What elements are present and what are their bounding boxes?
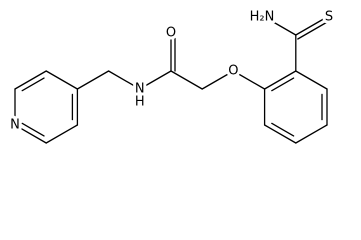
bond [21,122,45,137]
bond [14,124,47,144]
bond [295,70,328,90]
bond [263,124,297,144]
bond [232,70,266,90]
bond [107,70,141,90]
bond [271,77,295,92]
bond [76,70,110,90]
bond [295,124,328,144]
bond [139,70,172,90]
atom-label: S [325,10,333,25]
atom-label: N [10,118,20,133]
atom-labels: H₂N S O O N H N [7,7,336,136]
bond [170,70,203,90]
atom-label: H [135,95,145,110]
atom-label: O [228,64,238,79]
bond [263,16,297,36]
bond [21,77,45,92]
structure-diagram: H₂N S O O N H N [7,7,336,144]
bond [201,70,235,90]
bond [263,70,297,90]
bond [271,122,295,137]
atom-label: H₂N [250,10,275,25]
bond [45,124,79,144]
bond [297,20,330,40]
atom-label: N [135,82,145,97]
bond [45,70,79,90]
bond [14,70,47,90]
bond [295,16,328,36]
atom-label: O [166,26,176,41]
bonds [14,16,330,144]
